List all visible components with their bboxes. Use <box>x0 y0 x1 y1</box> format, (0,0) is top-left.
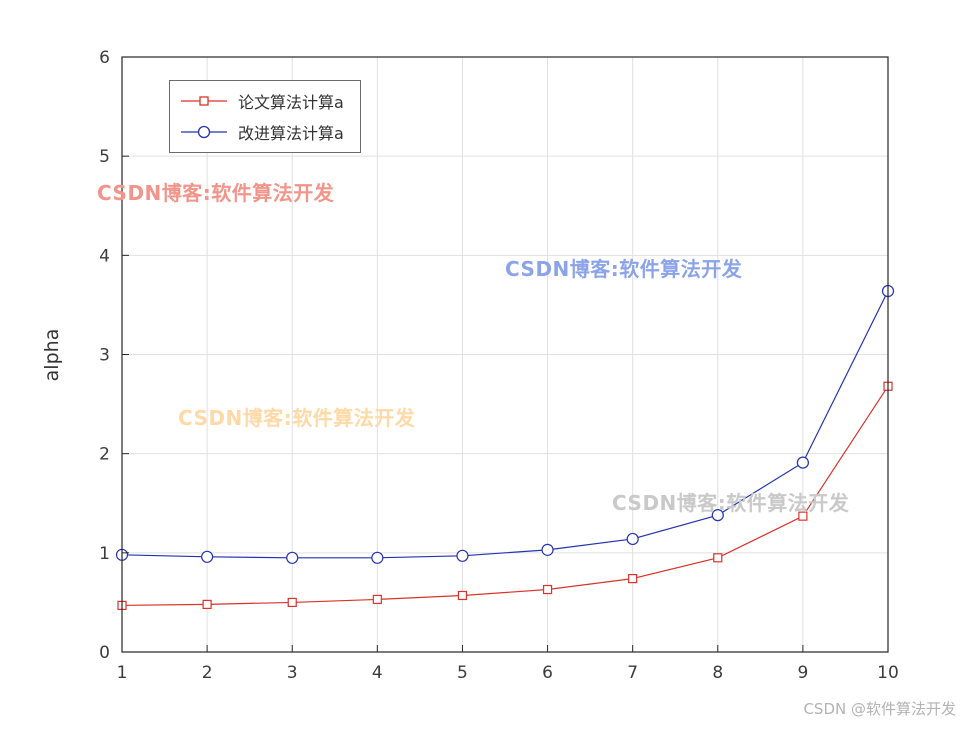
svg-text:4: 4 <box>99 246 110 266</box>
legend-label-paper-algorithm: 论文算法计算a <box>238 93 344 112</box>
svg-text:5: 5 <box>457 663 468 683</box>
legend-item-paper-algorithm: 论文算法计算a <box>180 89 344 113</box>
svg-text:6: 6 <box>99 48 110 68</box>
svg-text:0: 0 <box>99 643 110 663</box>
legend-sample-blue-circle-line <box>181 125 227 139</box>
svg-text:6: 6 <box>542 663 553 683</box>
legend-label-improved-algorithm: 改进算法计算a <box>238 124 344 143</box>
svg-text:3: 3 <box>99 346 110 366</box>
svg-text:2: 2 <box>99 445 110 465</box>
legend-item-improved-algorithm: 改进算法计算a <box>180 120 344 144</box>
y-axis-label: alpha <box>41 328 63 382</box>
legend-square-marker-icon <box>199 96 209 106</box>
watermark-csdn-orange: CSDN博客:软件算法开发 <box>178 406 416 430</box>
legend-box: 论文算法计算a 改进算法计算a <box>169 80 361 153</box>
svg-text:5: 5 <box>99 147 110 167</box>
svg-text:1: 1 <box>99 544 110 564</box>
svg-text:4: 4 <box>372 663 383 683</box>
legend-sample-red-square-line <box>181 96 227 106</box>
svg-text:2: 2 <box>202 663 213 683</box>
svg-text:10: 10 <box>877 663 899 683</box>
svg-text:7: 7 <box>627 663 638 683</box>
svg-text:3: 3 <box>287 663 298 683</box>
svg-text:8: 8 <box>712 663 723 683</box>
legend-circle-marker-icon <box>197 125 211 139</box>
footer-watermark-credit: CSDN @软件算法开发 <box>803 700 956 718</box>
watermark-csdn-blue: CSDN博客:软件算法开发 <box>505 257 743 281</box>
svg-text:1: 1 <box>117 663 128 683</box>
watermark-csdn-red: CSDN博客:软件算法开发 <box>97 181 335 205</box>
svg-text:9: 9 <box>797 663 808 683</box>
watermark-csdn-gray: CSDN博客:软件算法开发 <box>612 491 850 515</box>
